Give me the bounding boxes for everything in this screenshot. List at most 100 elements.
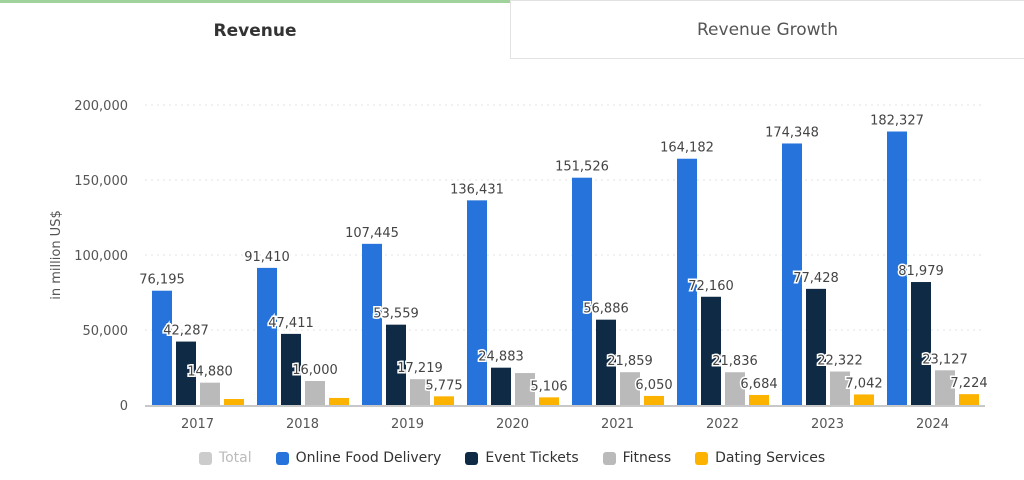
bar-dating-services[interactable]	[854, 394, 874, 405]
bar-chart: in million US$ 0 50,000 100,000 150,000 200,…	[49, 99, 989, 432]
bar-event-tickets[interactable]	[281, 333, 301, 405]
bar-dating-services[interactable]	[224, 399, 244, 405]
y-tick-label: 200,000	[74, 99, 128, 114]
y-tick-label: 100,000	[74, 249, 128, 264]
bar-event-tickets[interactable]	[806, 288, 826, 405]
bars	[152, 131, 979, 405]
data-label: 24,883	[478, 350, 524, 365]
legend-swatch	[465, 451, 479, 465]
bar-fitness[interactable]	[935, 370, 955, 405]
bar-dating-services[interactable]	[434, 396, 454, 405]
data-label: 5,775	[425, 378, 462, 393]
legend-swatch	[275, 451, 289, 465]
x-tick-label: 2024	[916, 417, 949, 432]
legend-item-total[interactable]: Total	[198, 450, 252, 466]
bar-fitness[interactable]	[725, 372, 745, 405]
x-tick-label: 2020	[496, 417, 529, 432]
bar-fitness[interactable]	[830, 371, 850, 405]
bar-online-food-delivery[interactable]	[467, 200, 487, 405]
bar-dating-services[interactable]	[749, 394, 769, 405]
data-label: 77,428	[793, 271, 839, 286]
data-label: 47,411	[268, 316, 314, 331]
data-labels: 76,195 42,287 14,880 91,410 47,411 16,000 107,…	[138, 112, 989, 396]
bar-online-food-delivery[interactable]	[572, 177, 592, 405]
data-label: 72,160	[688, 279, 734, 294]
bar-online-food-delivery[interactable]	[257, 267, 277, 405]
bar-online-food-delivery[interactable]	[152, 290, 172, 405]
chart-legend: Total Online Food Delivery Event Tickets Fi…	[0, 450, 1024, 466]
y-tick-label: 0	[120, 399, 128, 414]
legend-item-dating-services[interactable]: Dating Services	[695, 450, 825, 466]
y-axis-label: in million US$	[49, 210, 64, 299]
bar-dating-services[interactable]	[539, 397, 559, 405]
data-label: 22,322	[817, 354, 863, 369]
data-label: 16,000	[292, 363, 338, 378]
data-label: 136,431	[450, 182, 504, 197]
legend-item-online-food-delivery[interactable]: Online Food Delivery	[275, 450, 442, 466]
data-label: 17,219	[397, 361, 443, 376]
data-label: 42,287	[163, 324, 209, 339]
bar-event-tickets[interactable]	[176, 341, 196, 405]
bar-fitness[interactable]	[410, 379, 430, 405]
bar-event-tickets[interactable]	[491, 367, 511, 405]
bar-fitness[interactable]	[515, 373, 535, 405]
legend-item-event-tickets[interactable]: Event Tickets	[465, 450, 579, 466]
bar-dating-services[interactable]	[329, 397, 349, 405]
legend-swatch	[198, 451, 212, 465]
data-label: 21,859	[607, 354, 653, 369]
data-label: 14,880	[187, 365, 233, 380]
bar-event-tickets[interactable]	[596, 319, 616, 405]
legend-label: Online Food Delivery	[295, 450, 442, 466]
legend-label: Total	[218, 450, 252, 466]
bar-online-food-delivery[interactable]	[782, 143, 802, 405]
y-tick-label: 150,000	[74, 174, 128, 189]
legend-label: Fitness	[622, 450, 672, 466]
data-label: 164,182	[660, 141, 714, 156]
bar-online-food-delivery[interactable]	[362, 243, 382, 405]
data-label: 7,042	[845, 376, 882, 391]
bar-online-food-delivery[interactable]	[677, 158, 697, 405]
bar-online-food-delivery[interactable]	[887, 131, 907, 405]
bar-fitness[interactable]	[620, 372, 640, 405]
data-label: 7,224	[950, 376, 987, 391]
data-label: 182,327	[870, 114, 924, 129]
bar-fitness[interactable]	[200, 382, 220, 405]
data-label: 91,410	[244, 250, 290, 265]
x-tick-label: 2023	[811, 417, 844, 432]
bar-dating-services[interactable]	[644, 395, 664, 405]
legend-swatch	[602, 451, 616, 465]
legend-item-fitness[interactable]: Fitness	[602, 450, 672, 466]
bar-dating-services[interactable]	[959, 394, 979, 405]
x-axis-ticks: 2017 2018 2019 2020 2021 2022 2023 2024	[181, 417, 949, 432]
bar-event-tickets[interactable]	[911, 282, 931, 405]
bar-fitness[interactable]	[305, 381, 325, 405]
data-label: 21,836	[712, 354, 758, 369]
data-label: 81,979	[898, 264, 944, 279]
x-tick-label: 2017	[181, 417, 214, 432]
x-tick-label: 2018	[286, 417, 319, 432]
data-label: 53,559	[373, 307, 419, 322]
gridlines	[145, 104, 985, 331]
legend-swatch	[695, 451, 709, 465]
data-label: 151,526	[555, 160, 609, 175]
x-tick-label: 2019	[391, 417, 424, 432]
data-label: 56,886	[583, 302, 629, 317]
x-tick-label: 2021	[601, 417, 634, 432]
data-label: 174,348	[765, 125, 819, 140]
data-label: 23,127	[922, 352, 968, 367]
tab-revenue-growth[interactable]: Revenue Growth	[510, 0, 1024, 59]
data-label: 6,684	[740, 377, 777, 392]
tab-revenue[interactable]: Revenue	[0, 0, 510, 58]
x-tick-label: 2022	[706, 417, 739, 432]
legend-label: Dating Services	[715, 450, 826, 466]
bar-event-tickets[interactable]	[701, 296, 721, 405]
y-tick-label: 50,000	[83, 324, 129, 339]
legend-label: Event Tickets	[485, 450, 579, 466]
data-label: 76,195	[139, 273, 185, 288]
data-label: 5,106	[530, 379, 567, 394]
tab-bar: Revenue Revenue Growth	[0, 0, 1024, 60]
bar-event-tickets[interactable]	[386, 324, 406, 405]
data-label: 107,445	[345, 226, 399, 241]
data-label: 6,050	[635, 378, 672, 393]
y-axis-ticks: 0 50,000 100,000 150,000 200,000	[74, 99, 128, 414]
